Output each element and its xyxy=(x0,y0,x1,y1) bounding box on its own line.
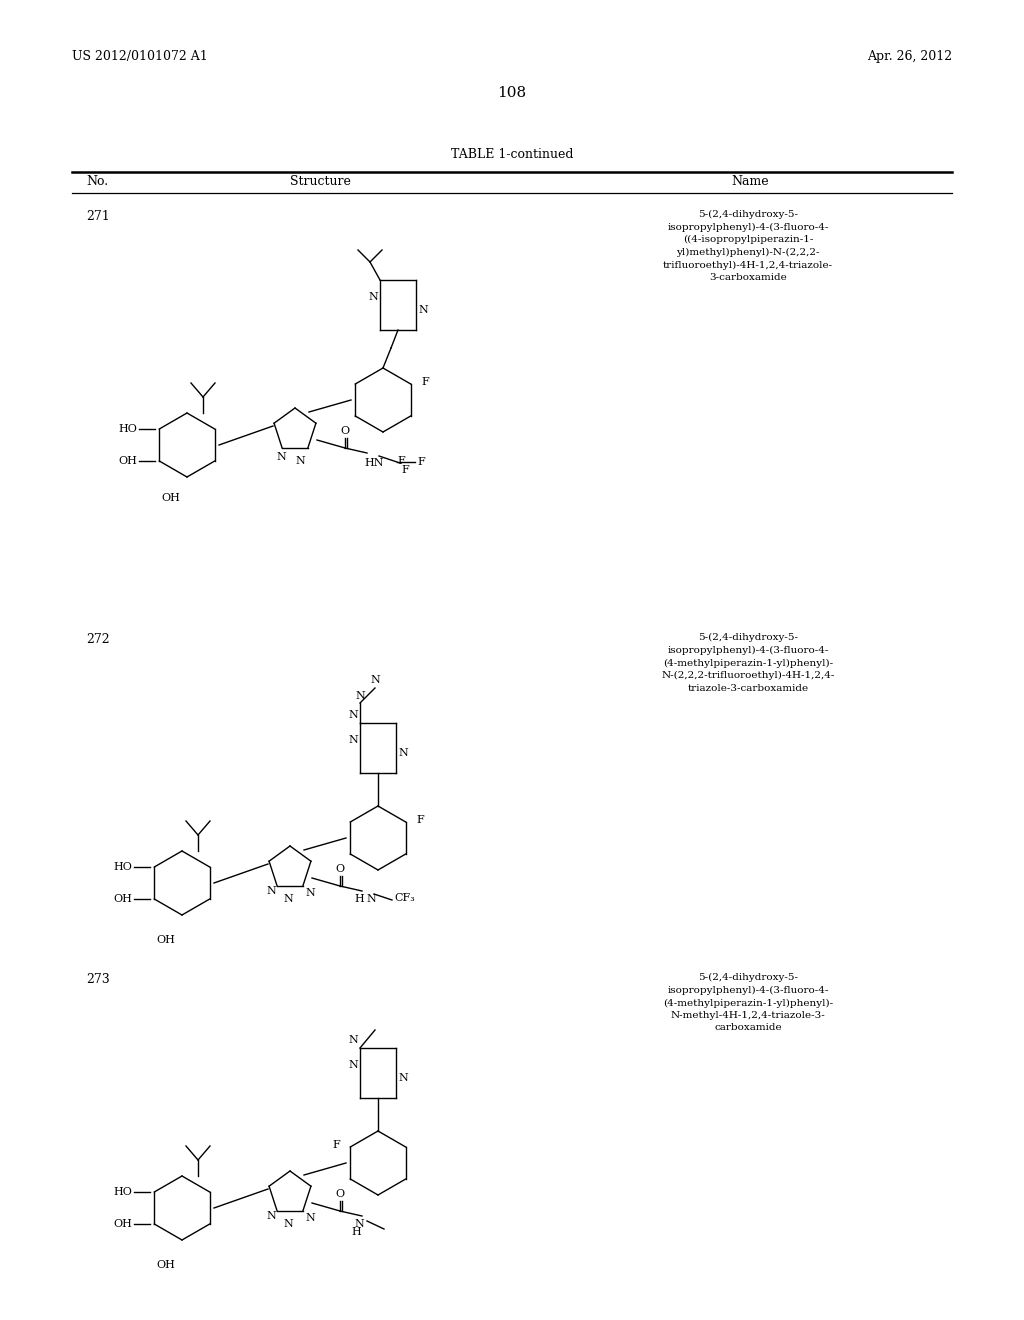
Text: N: N xyxy=(366,894,376,904)
Text: F: F xyxy=(397,455,404,466)
Text: N: N xyxy=(266,886,275,896)
Text: OH: OH xyxy=(157,935,175,945)
Text: 5-(2,4-dihydroxy-5-
isopropylphenyl)-4-(3-fluoro-4-
((4-isopropylpiperazin-1-
yl: 5-(2,4-dihydroxy-5- isopropylphenyl)-4-(… xyxy=(663,210,834,282)
Text: 108: 108 xyxy=(498,86,526,100)
Text: N: N xyxy=(398,748,408,758)
Text: HN: HN xyxy=(364,458,384,469)
Text: OH: OH xyxy=(113,1218,132,1229)
Text: TABLE 1-continued: TABLE 1-continued xyxy=(451,148,573,161)
Text: 272: 272 xyxy=(86,634,110,645)
Text: Structure: Structure xyxy=(290,176,350,187)
Text: CF₃: CF₃ xyxy=(394,894,415,903)
Text: N: N xyxy=(348,710,358,719)
Text: N: N xyxy=(305,888,314,898)
Text: 5-(2,4-dihydroxy-5-
isopropylphenyl)-4-(3-fluoro-4-
(4-methylpiperazin-1-yl)phen: 5-(2,4-dihydroxy-5- isopropylphenyl)-4-(… xyxy=(662,634,835,693)
Text: OH: OH xyxy=(118,455,137,466)
Text: F: F xyxy=(421,378,429,387)
Text: N: N xyxy=(295,455,305,466)
Text: N: N xyxy=(355,690,365,701)
Text: N: N xyxy=(369,292,378,302)
Text: F: F xyxy=(332,1140,340,1150)
Text: N: N xyxy=(348,1060,358,1071)
Text: HO: HO xyxy=(113,1187,132,1197)
Text: OH: OH xyxy=(162,492,180,503)
Text: H: H xyxy=(351,1228,360,1237)
Text: N: N xyxy=(276,451,286,462)
Text: 5-(2,4-dihydroxy-5-
isopropylphenyl)-4-(3-fluoro-4-
(4-methylpiperazin-1-yl)phen: 5-(2,4-dihydroxy-5- isopropylphenyl)-4-(… xyxy=(663,973,834,1032)
Text: No.: No. xyxy=(86,176,109,187)
Text: OH: OH xyxy=(113,894,132,904)
Text: 273: 273 xyxy=(86,973,110,986)
Text: N: N xyxy=(283,894,293,904)
Text: N: N xyxy=(370,675,380,685)
Text: H: H xyxy=(354,894,364,904)
Text: OH: OH xyxy=(157,1261,175,1270)
Text: N: N xyxy=(283,1218,293,1229)
Text: US 2012/0101072 A1: US 2012/0101072 A1 xyxy=(72,50,208,63)
Text: O: O xyxy=(336,865,344,874)
Text: 271: 271 xyxy=(86,210,110,223)
Text: HO: HO xyxy=(118,424,137,434)
Text: Name: Name xyxy=(731,176,769,187)
Text: F: F xyxy=(401,465,409,475)
Text: F: F xyxy=(416,814,424,825)
Text: N: N xyxy=(305,1213,314,1224)
Text: N: N xyxy=(266,1210,275,1221)
Text: F: F xyxy=(417,457,425,467)
Text: O: O xyxy=(340,426,349,436)
Text: N: N xyxy=(348,1035,358,1045)
Text: O: O xyxy=(336,1189,344,1199)
Text: N: N xyxy=(418,305,428,315)
Text: HO: HO xyxy=(113,862,132,873)
Text: N: N xyxy=(398,1073,408,1082)
Text: Apr. 26, 2012: Apr. 26, 2012 xyxy=(867,50,952,63)
Text: N: N xyxy=(354,1218,364,1229)
Text: N: N xyxy=(348,735,358,744)
